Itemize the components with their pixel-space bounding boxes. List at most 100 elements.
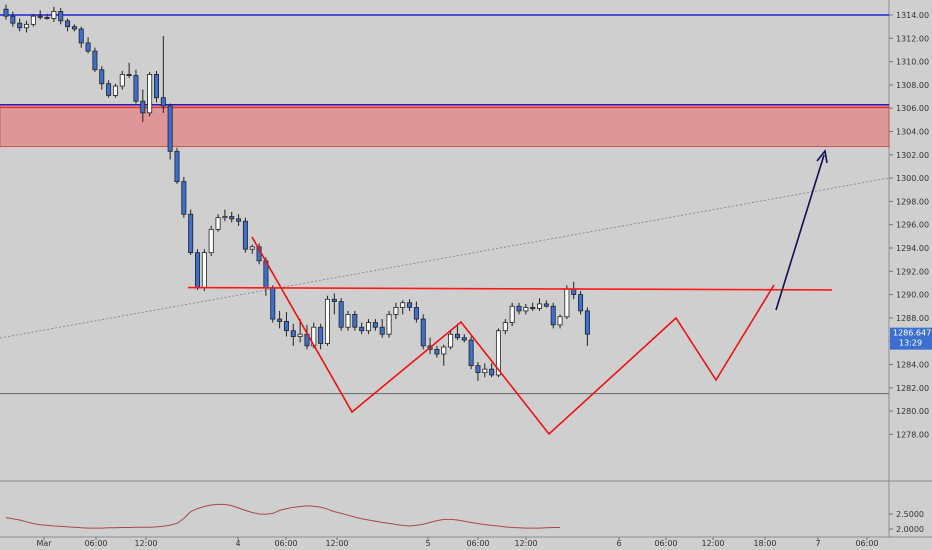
candle	[379, 319, 385, 338]
candle-body	[441, 346, 447, 355]
candle-body	[297, 333, 303, 337]
candle-body	[454, 333, 460, 339]
candle-body	[106, 83, 112, 96]
price-tick-label: 1306.00	[896, 104, 929, 113]
candle	[188, 209, 194, 255]
candle	[44, 13, 50, 20]
candle	[448, 330, 454, 350]
time-tick-label: 6	[616, 539, 621, 548]
candle	[461, 334, 467, 343]
time-tick-label: 7	[815, 539, 820, 548]
candle-body	[242, 220, 248, 250]
candle-body	[44, 16, 50, 19]
candle	[119, 70, 125, 90]
candle-body	[112, 85, 118, 96]
candle-body	[140, 100, 146, 114]
time-tick-label: 12:00	[701, 539, 724, 548]
candle	[331, 293, 337, 315]
candle-body	[215, 217, 221, 230]
candle-body	[530, 307, 536, 309]
candle-body	[352, 314, 358, 328]
candle-body	[65, 20, 71, 28]
candle-body	[564, 288, 570, 318]
candle	[92, 47, 98, 73]
candle-body	[379, 326, 385, 335]
price-tick-label: 1296.00	[896, 221, 929, 230]
price-tick-label: 1314.00	[896, 11, 929, 20]
candle	[58, 8, 64, 25]
candle-body	[153, 74, 159, 99]
candle-body	[413, 307, 419, 320]
candle-body	[147, 74, 153, 114]
candle-body	[324, 298, 330, 344]
candle	[249, 244, 255, 254]
candle-body	[584, 310, 590, 335]
price-axis[interactable]: 1314.00 1312.00 1310.00 1308.00 1306.00 1304.…	[889, 11, 929, 534]
candle-body	[331, 298, 337, 302]
candle	[407, 299, 413, 311]
candle-body	[58, 11, 64, 22]
candle	[140, 89, 146, 123]
candle-body	[557, 316, 563, 326]
supply-zone	[0, 105, 890, 148]
candle	[277, 310, 283, 329]
candle	[297, 319, 303, 343]
trendline-dotted	[0, 177, 890, 339]
candle-body	[434, 348, 440, 355]
candle-body	[37, 15, 43, 18]
candle	[550, 302, 556, 329]
candle-body	[578, 294, 584, 312]
candle	[24, 20, 30, 33]
price-tick-label: 1290.00	[896, 291, 929, 300]
candle-body	[208, 228, 214, 254]
candle-body	[160, 97, 166, 107]
price-tick-label: 1310.00	[896, 58, 929, 67]
candle-body	[24, 23, 30, 29]
candle	[153, 70, 159, 103]
candle-body	[516, 305, 522, 312]
candle-body	[277, 318, 283, 322]
pattern-zigzag	[251, 236, 775, 436]
candle-body	[372, 322, 378, 328]
candle	[71, 24, 77, 32]
time-tick-label: 12:00	[514, 539, 537, 548]
candle-body	[201, 252, 207, 289]
candle-body	[249, 246, 255, 250]
candle-body	[3, 8, 9, 17]
candle-body	[167, 105, 173, 152]
candle	[338, 298, 344, 331]
time-tick-label: 12:00	[325, 539, 348, 548]
time-tick-label: 06:00	[84, 539, 107, 548]
osc-tick-label: 2.5000	[896, 510, 924, 519]
candle-body	[420, 318, 426, 347]
candle	[290, 323, 296, 346]
candle	[85, 37, 91, 54]
price-tick-label: 1282.00	[896, 384, 929, 393]
candle	[167, 103, 173, 160]
candle-body	[523, 307, 529, 312]
candle	[475, 362, 481, 381]
candle	[318, 323, 324, 350]
candles	[3, 4, 590, 381]
price-tick-label: 1278.00	[896, 430, 929, 439]
candle-body	[461, 337, 467, 341]
time-axis[interactable]: Mar 06:00 12:00 4 06:00 12:00 5 06:00 12:00 6 06:0…	[36, 537, 879, 548]
candle-body	[119, 74, 125, 87]
candle	[393, 302, 399, 320]
candle-body	[85, 42, 91, 52]
candle	[359, 322, 365, 335]
candle	[3, 4, 9, 20]
candle	[324, 295, 330, 346]
candle-body	[188, 213, 194, 254]
candle	[133, 69, 139, 104]
candle	[181, 176, 187, 218]
candle	[352, 310, 358, 331]
candle	[10, 11, 16, 27]
candle-body	[229, 216, 235, 220]
candle-body	[17, 22, 23, 29]
candle	[99, 66, 105, 90]
candle	[509, 302, 515, 327]
